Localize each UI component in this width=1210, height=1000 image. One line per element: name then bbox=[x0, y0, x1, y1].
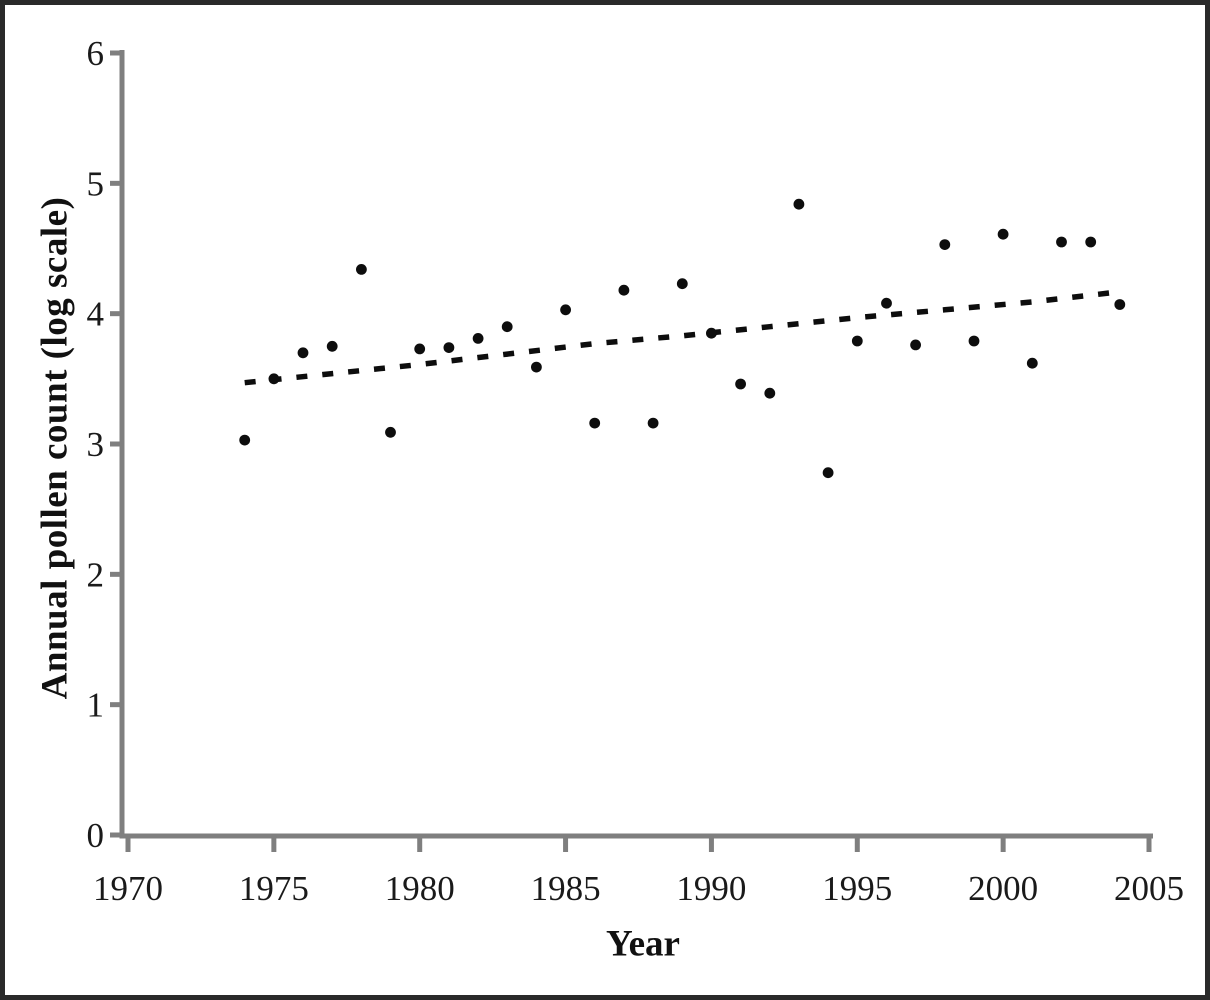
y-tick-label: 5 bbox=[87, 164, 105, 203]
x-tick-label: 1985 bbox=[531, 869, 601, 908]
data-point bbox=[968, 335, 980, 347]
x-tick-label: 1980 bbox=[385, 869, 455, 908]
data-point bbox=[676, 278, 688, 290]
x-tick-label: 1995 bbox=[822, 869, 892, 908]
data-point bbox=[560, 304, 571, 316]
data-point bbox=[881, 297, 892, 309]
data-point bbox=[764, 387, 776, 399]
y-tick-label: 0 bbox=[87, 816, 105, 855]
y-tick-label: 4 bbox=[87, 295, 105, 334]
x-tick-label: 2000 bbox=[968, 869, 1038, 908]
data-point bbox=[239, 434, 251, 446]
y-tick-label: 2 bbox=[87, 555, 105, 594]
trend-line bbox=[244, 290, 1112, 386]
y-tick-label: 1 bbox=[87, 686, 105, 725]
data-point bbox=[647, 417, 659, 429]
data-point bbox=[793, 198, 805, 210]
x-tick-label: 2005 bbox=[1114, 869, 1184, 908]
data-point bbox=[822, 467, 834, 479]
x-axis-title: Year bbox=[606, 923, 680, 965]
data-point bbox=[1056, 236, 1067, 248]
x-tick-label: 1990 bbox=[676, 869, 746, 908]
data-point bbox=[297, 347, 309, 359]
data-point bbox=[851, 335, 863, 347]
data-point bbox=[618, 284, 630, 296]
scatter-plot-canvas: 0 1 2 3 4 5 6 1970 1975 1980 1985 1990 1995 2000 2005 bbox=[87, 34, 1185, 908]
data-point bbox=[997, 228, 1009, 240]
data-point bbox=[501, 321, 513, 333]
data-point bbox=[589, 417, 601, 429]
data-point bbox=[706, 327, 717, 339]
data-point bbox=[356, 264, 367, 275]
data-point bbox=[735, 378, 746, 390]
data-point bbox=[1085, 236, 1097, 248]
data-point bbox=[414, 343, 426, 355]
data-point bbox=[1026, 357, 1038, 369]
data-point bbox=[1114, 299, 1126, 310]
x-tick-label: 1970 bbox=[93, 869, 163, 908]
data-point bbox=[939, 239, 951, 251]
data-point bbox=[910, 339, 921, 351]
data-point bbox=[472, 333, 484, 344]
data-point bbox=[268, 373, 280, 385]
data-point bbox=[385, 426, 396, 438]
y-tick-label: 6 bbox=[87, 34, 105, 73]
data-point bbox=[326, 340, 338, 352]
x-tick-label: 1975 bbox=[239, 869, 309, 908]
data-point bbox=[443, 342, 455, 353]
data-point bbox=[531, 361, 542, 373]
y-tick-label: 3 bbox=[87, 425, 105, 464]
